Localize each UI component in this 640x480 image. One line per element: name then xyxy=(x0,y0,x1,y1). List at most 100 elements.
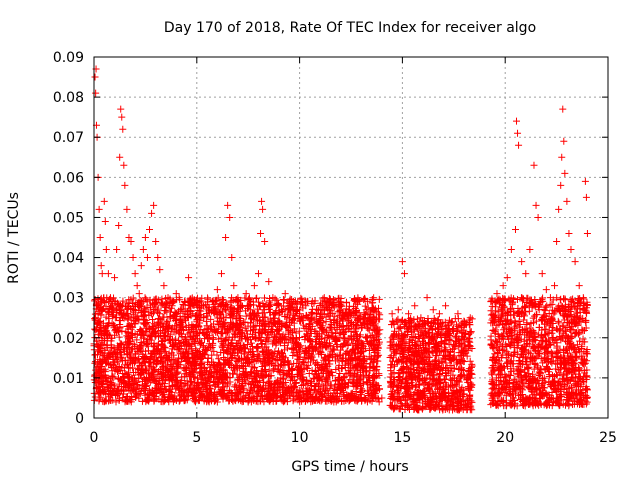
data-point xyxy=(112,398,120,406)
data-point xyxy=(270,365,278,373)
data-point xyxy=(279,398,287,406)
data-point xyxy=(167,330,175,338)
data-point xyxy=(178,373,186,381)
data-point xyxy=(157,299,165,307)
data-point xyxy=(359,366,367,374)
data-point xyxy=(303,364,311,372)
data-point xyxy=(221,387,229,395)
data-point xyxy=(315,338,323,346)
data-point xyxy=(133,378,141,386)
data-point xyxy=(361,311,369,319)
data-point xyxy=(280,369,288,377)
data-point xyxy=(454,406,462,414)
data-point xyxy=(210,347,218,355)
data-point xyxy=(281,346,289,354)
data-point xyxy=(331,312,339,320)
data-point xyxy=(243,353,251,361)
data-point xyxy=(323,374,331,382)
data-point xyxy=(209,358,217,366)
data-point xyxy=(135,375,143,383)
data-point xyxy=(101,346,109,354)
data-point xyxy=(147,358,155,366)
data-point xyxy=(129,323,137,331)
data-point xyxy=(315,381,323,389)
data-point xyxy=(334,396,342,404)
data-point xyxy=(289,352,297,360)
data-point xyxy=(146,336,154,344)
data-point xyxy=(364,391,372,399)
data-point xyxy=(234,307,242,315)
data-point xyxy=(247,339,255,347)
data-point xyxy=(280,384,288,392)
data-point xyxy=(299,358,307,366)
data-point xyxy=(204,355,212,363)
data-point xyxy=(365,347,373,355)
data-point xyxy=(288,337,296,345)
data-point xyxy=(355,338,363,346)
data-point xyxy=(373,357,381,365)
data-point xyxy=(247,368,255,376)
data-point xyxy=(330,346,338,354)
data-point xyxy=(344,342,352,350)
data-point xyxy=(366,363,374,371)
data-point xyxy=(373,394,381,402)
data-point xyxy=(353,321,361,329)
data-point xyxy=(204,312,212,320)
chart-title: Day 170 of 2018, Rate Of TEC Index for r… xyxy=(164,20,536,36)
data-point xyxy=(240,384,248,392)
data-point xyxy=(185,391,193,399)
data-point xyxy=(273,326,281,334)
data-point xyxy=(278,307,286,315)
data-point xyxy=(334,355,342,363)
data-point xyxy=(185,355,193,363)
data-point xyxy=(237,320,245,328)
data-point xyxy=(256,329,264,337)
data-point xyxy=(125,364,133,372)
data-point xyxy=(287,372,295,380)
data-point xyxy=(260,309,268,317)
data-point xyxy=(348,346,356,354)
data-point xyxy=(280,352,288,360)
data-point xyxy=(134,356,142,364)
data-point xyxy=(260,306,268,314)
data-point xyxy=(240,350,248,358)
data-point xyxy=(307,338,315,346)
data-point xyxy=(344,359,352,367)
data-point xyxy=(189,388,197,396)
data-point xyxy=(254,335,262,343)
data-point xyxy=(173,346,181,354)
data-point xyxy=(229,304,237,312)
data-point xyxy=(245,348,253,356)
data-point xyxy=(254,371,262,379)
data-point xyxy=(279,331,287,339)
data-point xyxy=(337,384,345,392)
data-point xyxy=(466,329,474,337)
data-point xyxy=(360,373,368,381)
data-point xyxy=(161,348,169,356)
data-point xyxy=(192,361,200,369)
data-point xyxy=(198,358,206,366)
data-point xyxy=(160,332,168,340)
data-point xyxy=(209,341,217,349)
data-point xyxy=(116,306,124,314)
data-point xyxy=(133,336,141,344)
data-point xyxy=(117,354,125,362)
data-point xyxy=(254,342,262,350)
data-point xyxy=(352,320,360,328)
data-point xyxy=(295,327,303,335)
data-point xyxy=(176,330,184,338)
data-point xyxy=(132,393,140,401)
data-point xyxy=(210,320,218,328)
data-point xyxy=(491,327,499,335)
data-point xyxy=(255,298,263,306)
data-point xyxy=(142,320,150,328)
data-point xyxy=(165,376,173,384)
data-point xyxy=(240,319,248,327)
data-point xyxy=(337,343,345,351)
data-point xyxy=(239,363,247,371)
data-point xyxy=(241,394,249,402)
data-point xyxy=(123,299,131,307)
data-point xyxy=(240,370,248,378)
data-point xyxy=(202,317,210,325)
